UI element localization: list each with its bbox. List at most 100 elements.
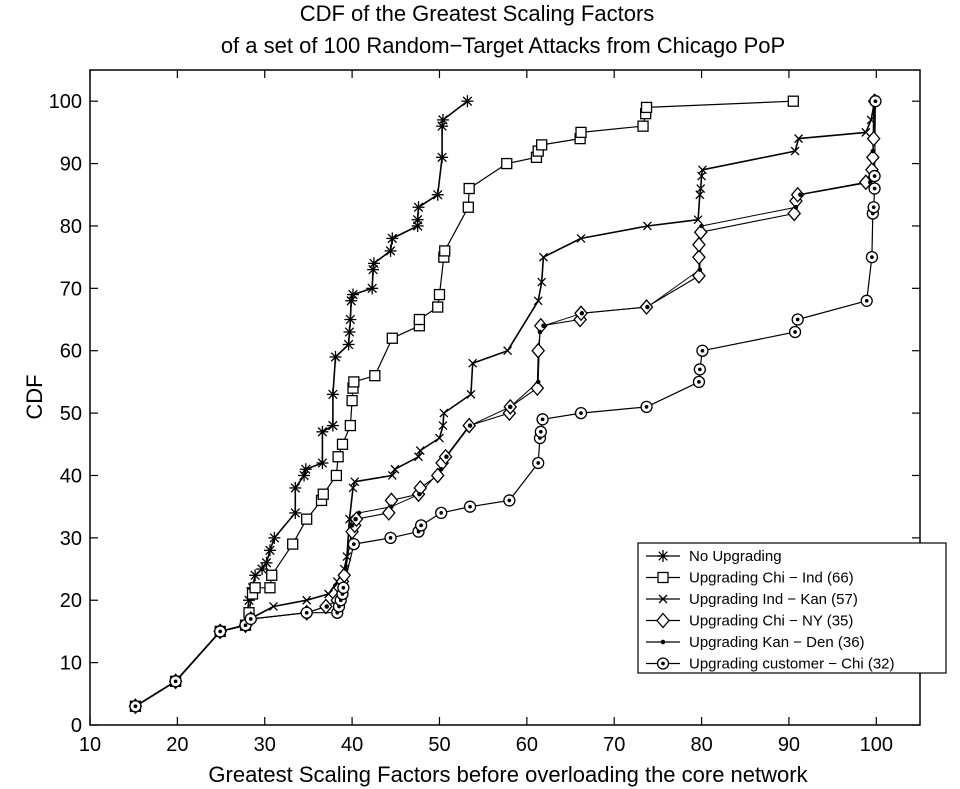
legend-label: Upgrading customer − Chi (32) bbox=[689, 656, 895, 673]
data-point-asterisk bbox=[260, 556, 273, 569]
data-point-asterisk bbox=[346, 288, 359, 301]
legend-entry: Upgrading customer − Chi (32) bbox=[646, 656, 895, 673]
data-point-asterisk bbox=[342, 338, 355, 351]
data-point-asterisk bbox=[299, 463, 312, 476]
legend-marker-dot bbox=[660, 639, 666, 645]
data-point-circle bbox=[867, 201, 880, 214]
data-point-diamond bbox=[790, 186, 805, 203]
data-point-dot bbox=[444, 454, 449, 460]
data-point-dot bbox=[793, 204, 799, 210]
data-point-square bbox=[462, 201, 474, 213]
data-point-cross bbox=[538, 252, 548, 262]
data-point-dot bbox=[349, 523, 355, 528]
data-point-asterisk bbox=[343, 326, 356, 338]
data-point-cross bbox=[642, 221, 652, 231]
data-point-cross bbox=[390, 464, 400, 474]
data-point-diamond bbox=[693, 224, 708, 241]
data-point-circle bbox=[696, 344, 709, 357]
data-point-dot bbox=[343, 566, 349, 572]
data-point-circle bbox=[536, 413, 549, 426]
data-point-asterisk bbox=[436, 151, 449, 164]
data-point-dot bbox=[699, 223, 704, 229]
data-point-asterisk bbox=[431, 188, 444, 201]
data-point-asterisk bbox=[316, 457, 329, 469]
x-tick-label: 80 bbox=[690, 734, 712, 756]
data-point-square bbox=[332, 451, 344, 463]
data-point-square bbox=[249, 582, 261, 594]
data-point-asterisk bbox=[326, 419, 339, 432]
data-point-diamond bbox=[866, 130, 881, 147]
data-point-cross bbox=[693, 215, 703, 225]
data-point-dot bbox=[438, 466, 444, 472]
data-point-dot bbox=[537, 329, 543, 335]
data-point-asterisk bbox=[289, 481, 302, 494]
data-point-cross bbox=[302, 595, 312, 605]
data-point-square bbox=[301, 513, 313, 525]
data-point-dot bbox=[356, 510, 362, 516]
y-tick-label: 40 bbox=[60, 465, 82, 487]
data-point-cross bbox=[324, 589, 333, 599]
y-tick-label: 20 bbox=[60, 590, 82, 612]
data-point-cross bbox=[468, 358, 478, 368]
series-circle-points bbox=[129, 95, 882, 713]
x-tick-label: 90 bbox=[778, 734, 800, 756]
data-point-asterisk bbox=[367, 257, 380, 270]
data-point-circle bbox=[640, 400, 653, 414]
data-point-asterisk bbox=[367, 263, 380, 276]
data-point-asterisk bbox=[256, 563, 269, 576]
data-point-cross bbox=[503, 346, 513, 356]
data-point-asterisk bbox=[268, 531, 281, 544]
data-point-diamond bbox=[531, 342, 546, 359]
data-point-circle bbox=[337, 581, 350, 594]
plot-frame bbox=[89, 69, 921, 726]
y-tick-label: 0 bbox=[71, 715, 82, 737]
data-point-asterisk bbox=[412, 201, 425, 214]
data-point-circle bbox=[791, 313, 804, 326]
data-point-circle bbox=[574, 406, 588, 420]
data-point-asterisk bbox=[384, 244, 397, 257]
x-tick-label: 20 bbox=[166, 734, 188, 756]
y-tick-label: 10 bbox=[60, 653, 82, 675]
data-point-circle bbox=[347, 537, 361, 551]
data-point-circle bbox=[503, 494, 516, 507]
legend-entry: Upgrading Kan − Den (36) bbox=[646, 634, 865, 651]
data-point-asterisk bbox=[366, 282, 379, 295]
data-point-square bbox=[575, 126, 587, 139]
data-point-cross bbox=[269, 602, 278, 611]
data-point-cross bbox=[790, 146, 800, 156]
x-tick-label: 70 bbox=[603, 734, 625, 756]
data-point-diamond bbox=[692, 236, 706, 253]
data-point-circle bbox=[868, 169, 881, 183]
legend-marker-circle bbox=[656, 657, 670, 670]
data-point-square bbox=[386, 332, 398, 344]
y-tick-label: 90 bbox=[60, 154, 82, 176]
data-point-square bbox=[287, 538, 299, 550]
data-point-circle bbox=[414, 519, 428, 532]
chart-title: CDF of the Greatest Scaling Factors bbox=[300, 1, 655, 26]
data-point-cross bbox=[861, 127, 871, 137]
y-tick-label: 60 bbox=[60, 341, 82, 363]
data-point-circle bbox=[865, 250, 879, 264]
data-point-dot bbox=[645, 304, 650, 310]
y-tick-label: 70 bbox=[60, 278, 82, 300]
data-point-dot bbox=[324, 604, 330, 609]
chart-subtitle: of a set of 100 Random−Target Attacks fr… bbox=[221, 33, 785, 58]
y-axis-label: CDF bbox=[22, 374, 47, 419]
data-point-asterisk bbox=[326, 388, 339, 401]
data-point-square bbox=[413, 313, 426, 326]
y-tick-label: 100 bbox=[49, 91, 82, 113]
legend-label: Upgrading Chi − NY (35) bbox=[689, 613, 853, 630]
data-point-square bbox=[433, 288, 446, 301]
data-point-square bbox=[787, 95, 799, 107]
data-point-asterisk bbox=[411, 213, 424, 226]
data-point-diamond bbox=[430, 467, 445, 484]
data-point-cross bbox=[794, 134, 804, 144]
data-point-circle bbox=[214, 625, 227, 638]
data-point-square bbox=[346, 394, 358, 407]
data-point-cross bbox=[350, 477, 360, 487]
data-point-circle bbox=[532, 456, 545, 470]
legend-label: Upgrading Kan − Den (36) bbox=[689, 634, 865, 651]
data-point-diamond bbox=[865, 149, 880, 166]
data-point-square bbox=[264, 582, 276, 594]
